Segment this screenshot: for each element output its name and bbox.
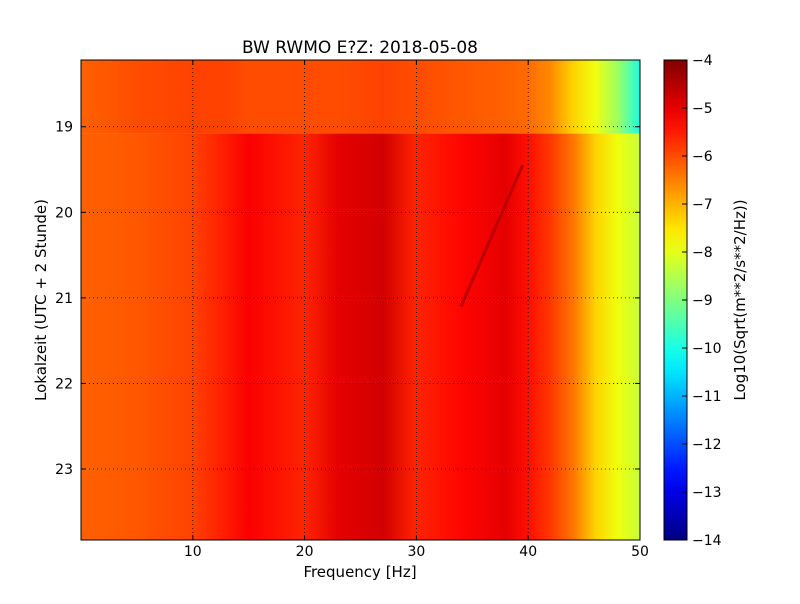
drift-line bbox=[459, 164, 524, 308]
colorbar-tick-label: −10 bbox=[692, 341, 722, 357]
heatmap-band-before-19h bbox=[81, 60, 640, 134]
colorbar-tick-label: −11 bbox=[692, 389, 722, 405]
y-tick-label: 23 bbox=[55, 462, 73, 478]
heatmap-band-after-19h bbox=[81, 133, 640, 540]
colorbar-tick-label: −14 bbox=[692, 533, 722, 549]
y-axis-label: Lokalzeit (UTC + 2 Stunde) bbox=[32, 199, 50, 401]
x-tick-label: 40 bbox=[519, 544, 537, 560]
colorbar-label: Log10(Sqrt(m**2/s**2/Hz)) bbox=[731, 199, 749, 400]
x-axis-label: Frequency [Hz] bbox=[303, 563, 416, 581]
plot-layer: 10 20 30 40 50 19 20 21 22 23 −14 −13 −12 −11 −10 −9 −8 −… bbox=[55, 53, 721, 560]
x-tick-label: 50 bbox=[631, 544, 649, 560]
x-tick-label: 10 bbox=[184, 544, 202, 560]
colorbar-tick-label: −4 bbox=[692, 53, 713, 69]
colorbar-tick-label: −5 bbox=[692, 101, 713, 117]
colorbar-tick-label: −6 bbox=[692, 149, 713, 165]
colorbar-tick-label: −9 bbox=[692, 293, 713, 309]
chart-title: BW RWMO E?Z: 2018-05-08 bbox=[242, 38, 478, 58]
plot-frame bbox=[80, 59, 641, 541]
y-tick-label: 20 bbox=[55, 205, 73, 221]
colorbar-tick-label: −13 bbox=[692, 485, 722, 501]
y-tick-label: 19 bbox=[55, 120, 73, 136]
colorbar-tick-label: −12 bbox=[692, 437, 722, 453]
x-tick-label: 20 bbox=[296, 544, 314, 560]
y-tick-label: 21 bbox=[55, 291, 73, 307]
x-tick-label: 30 bbox=[407, 544, 425, 560]
y-tick-label: 22 bbox=[55, 376, 73, 392]
colorbar-tick-label: −7 bbox=[692, 197, 713, 213]
colorbar-tick-label: −8 bbox=[692, 245, 713, 261]
